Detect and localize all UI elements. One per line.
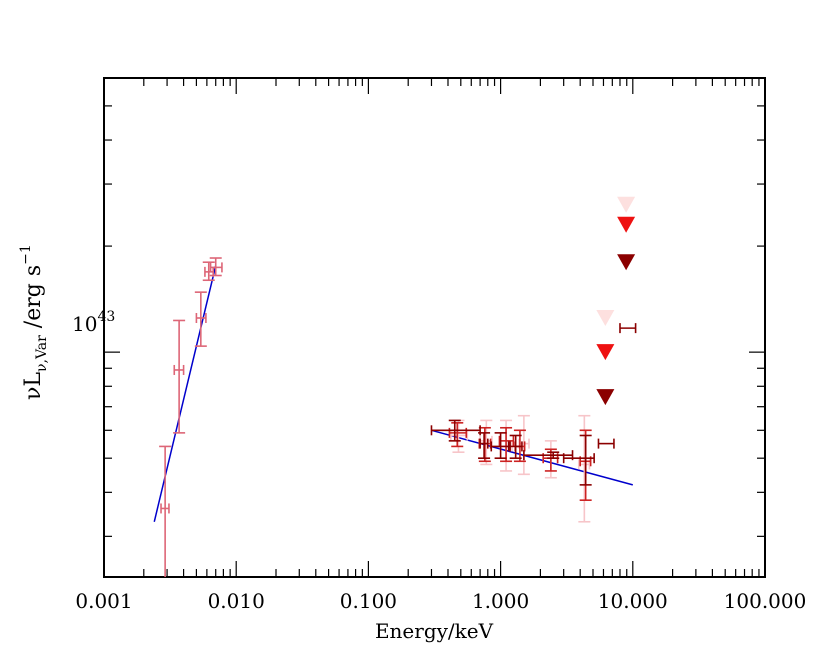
axis-ticks	[103, 78, 766, 577]
x-tick-label: 1.000	[472, 589, 529, 613]
optical-uv-point	[209, 257, 223, 277]
y-axis-title: νLν,Var /erg s−1	[18, 244, 50, 400]
optical-fit-line	[153, 265, 217, 522]
x-ray-dark-point	[490, 432, 511, 459]
optical-uv-point	[194, 291, 207, 347]
optical-uv-point	[173, 319, 186, 434]
x-tick-label: 0.010	[208, 589, 265, 613]
x-ray-dark-point	[562, 434, 595, 486]
x-ray-red-point	[448, 422, 468, 448]
x-ray-faint-point	[577, 414, 591, 523]
plot-frame	[103, 77, 766, 578]
x-ray-dark-point	[619, 323, 637, 334]
x-ray-red-point	[498, 426, 515, 463]
upper-limit-marker	[617, 254, 636, 271]
x-ray-fit-line	[431, 429, 633, 486]
upper-limit-marker	[596, 344, 615, 361]
x-ray-dark-point	[597, 438, 615, 449]
upper-limit-marker	[596, 389, 615, 406]
x-axis-title: Energy/keV	[375, 619, 494, 643]
x-tick-label: 100.000	[724, 589, 807, 613]
x-ray-dark-point	[478, 432, 491, 459]
x-ray-dark-point	[507, 434, 523, 459]
data-points	[159, 257, 637, 577]
x-tick-labels: 0.001 0.010 0.100 1.000 10.000 100.000	[75, 589, 806, 613]
x-tick-label: 0.100	[340, 589, 397, 613]
y-tick-label: 1043	[72, 309, 115, 336]
optical-uv-point	[202, 261, 215, 282]
x-tick-label: 0.001	[75, 589, 132, 613]
optical-uv-point	[159, 445, 172, 577]
fit-lines	[153, 265, 633, 522]
x-tick-label: 10.000	[598, 589, 668, 613]
upper-limit-marker	[617, 196, 636, 213]
upper-limit-marker	[596, 309, 615, 326]
upper-limit-marker	[617, 216, 636, 233]
upper-limits	[596, 196, 636, 406]
